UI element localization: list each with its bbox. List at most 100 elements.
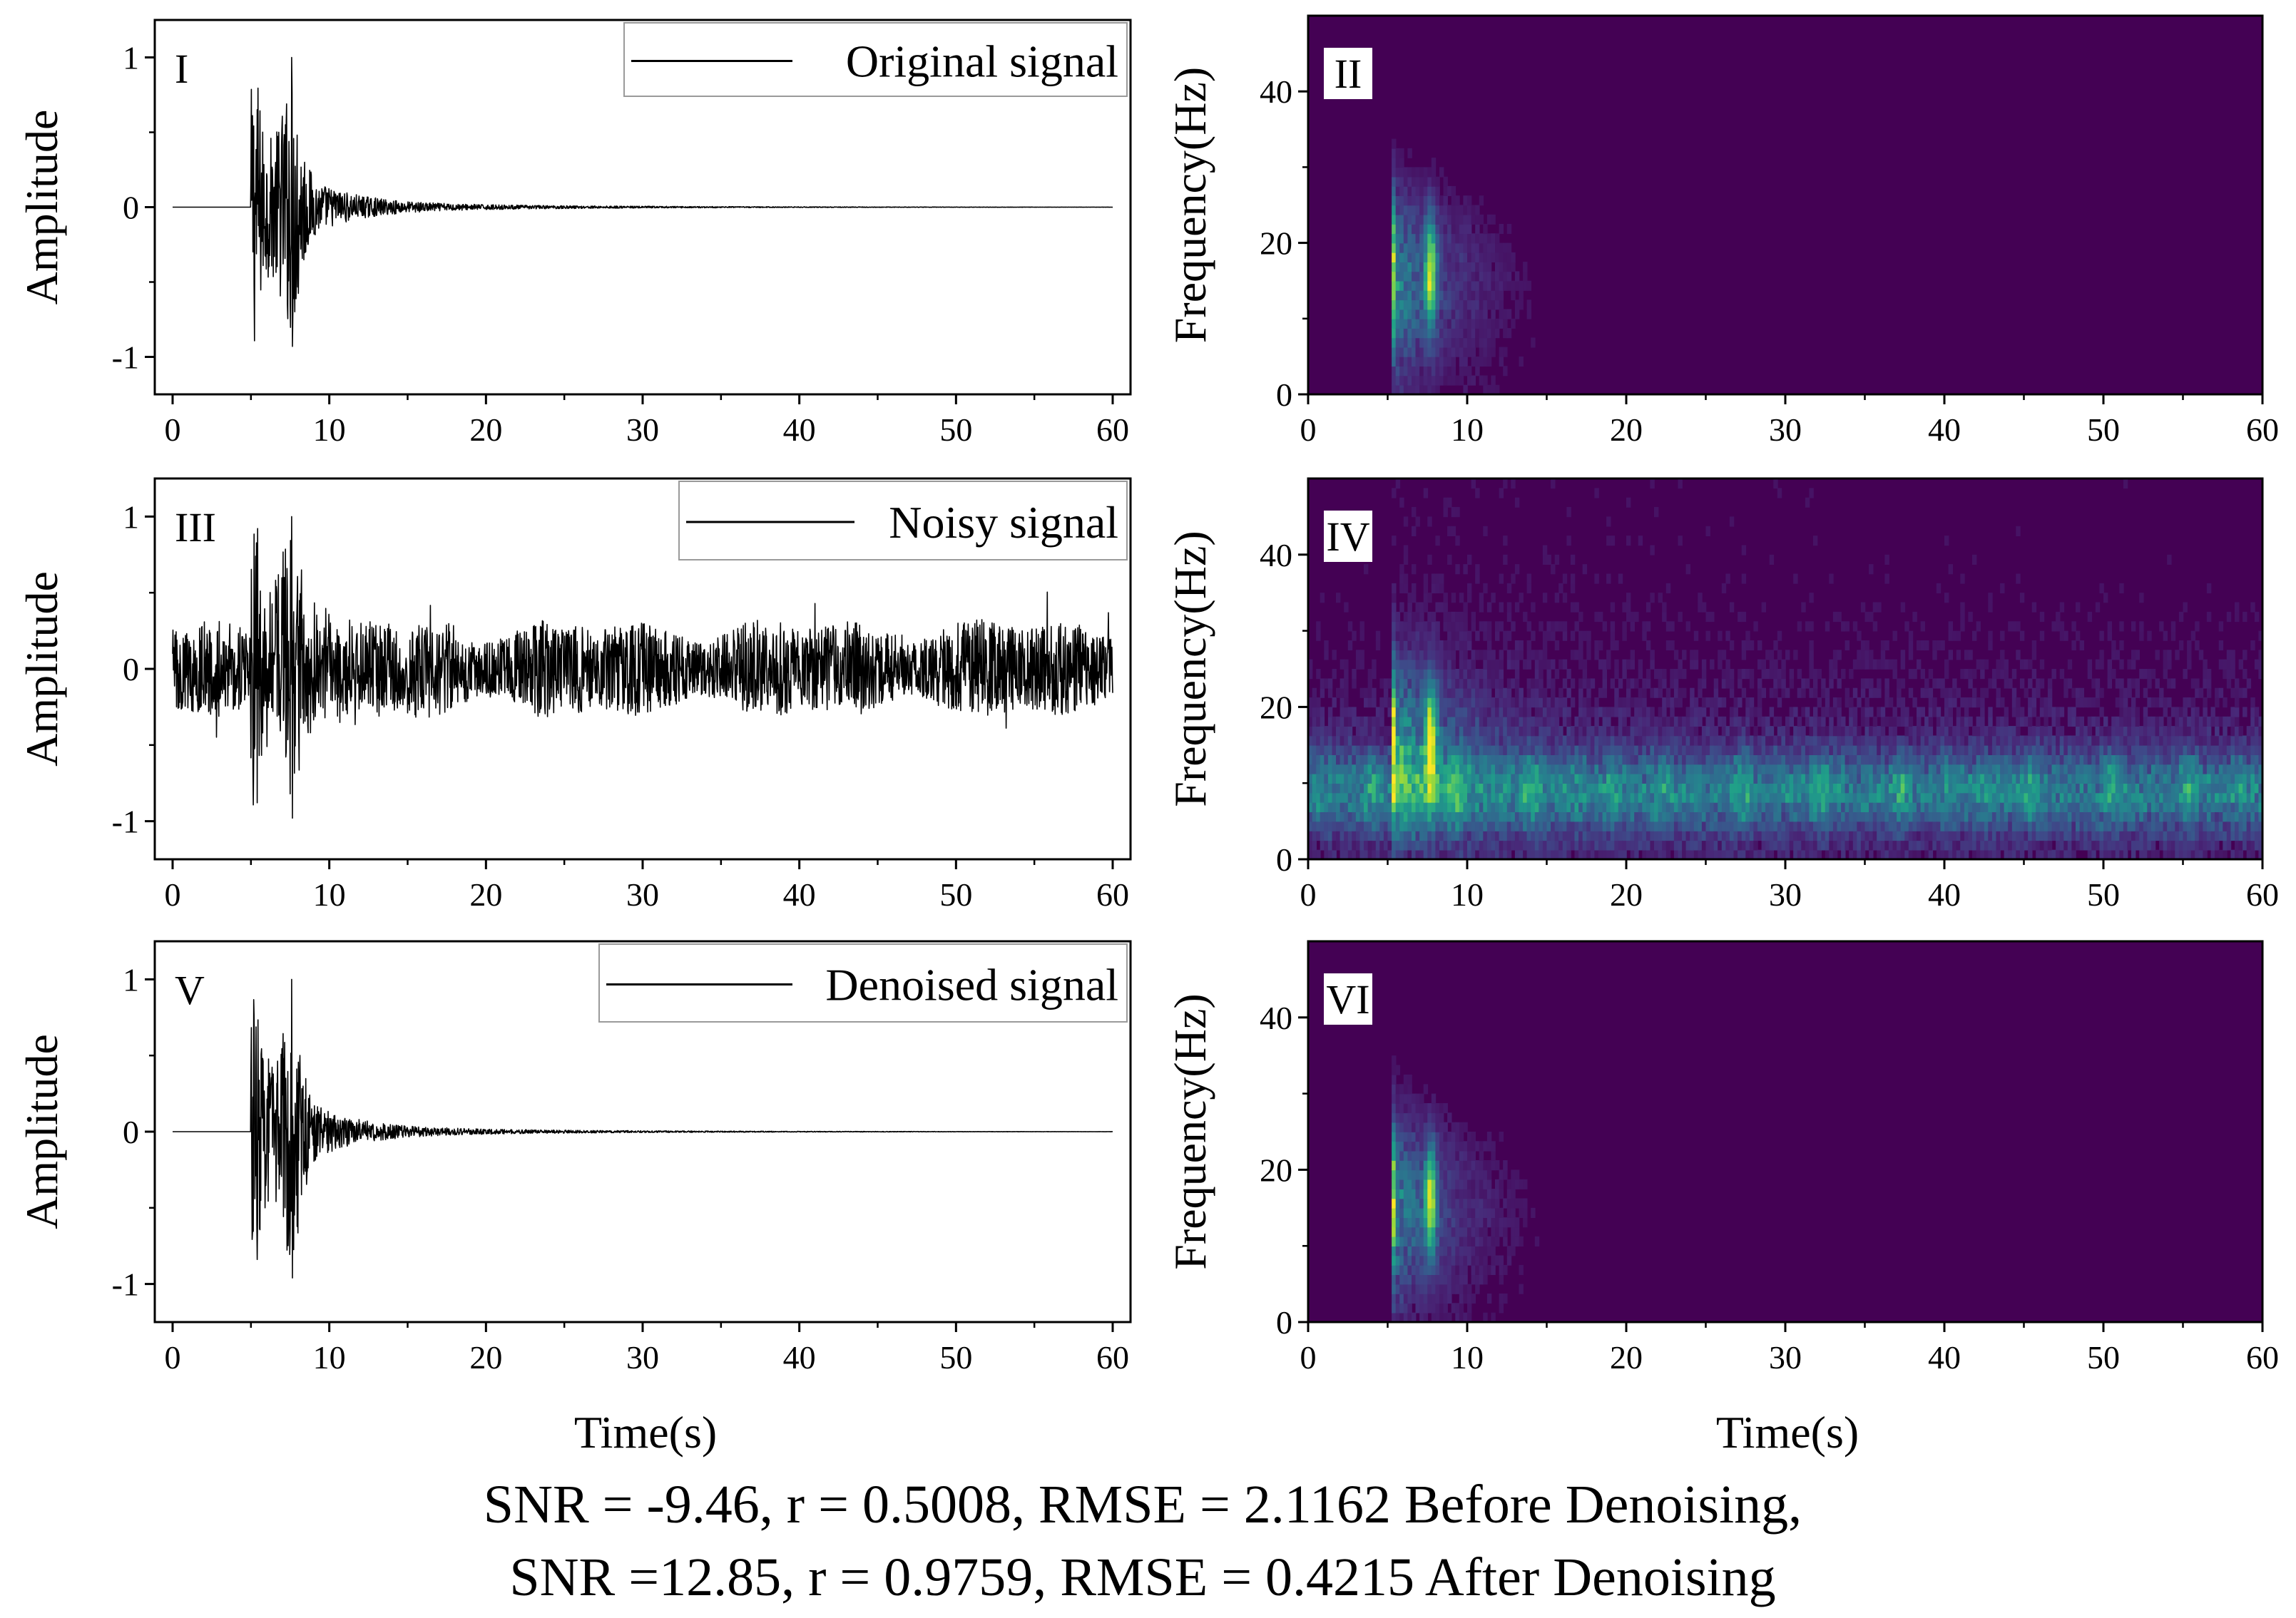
spectrogram-cell-IV	[1340, 773, 1345, 784]
spectrogram-cell-IV	[1582, 792, 1588, 803]
spectrogram-cell-IV	[1880, 783, 1886, 794]
spectrogram-cell-IV	[1570, 840, 1576, 851]
spectrogram-cell-IV	[1340, 678, 1345, 689]
spectrogram-cell-IV	[2123, 754, 2128, 765]
spectrogram-cell-IV	[1781, 811, 1786, 822]
spectrogram-cell-IV	[1506, 831, 1512, 841]
spectrogram-cell-II	[1447, 214, 1452, 225]
spectrogram-cell-IV	[1586, 802, 1591, 812]
spectrogram-cell-IV	[1403, 773, 1409, 784]
spectrogram-cell-IV	[1435, 697, 1440, 708]
spectrogram-cell-IV	[1590, 811, 1596, 822]
spectrogram-cell-II	[1435, 224, 1440, 235]
spectrogram-cell-II	[1451, 185, 1456, 196]
spectrogram-cell-IV	[1526, 697, 1531, 708]
spectrogram-cell-IV	[1638, 744, 1643, 755]
spectrogram-cell-IV	[1682, 754, 1687, 765]
spectrogram-cell-IV	[1765, 726, 1770, 737]
spectrogram-cell-IV	[1940, 849, 1945, 860]
spectrogram-cell-IV	[1665, 744, 1671, 755]
spectrogram-cell-IV	[1435, 840, 1440, 851]
spectrogram-cell-IV	[1320, 840, 1325, 851]
spectrogram-cell-IV	[1976, 840, 1981, 851]
spectrogram-cell-IV	[2024, 811, 2029, 822]
spectrogram-cell-IV	[1769, 764, 1775, 774]
spectrogram-cell-IV	[1690, 744, 1695, 755]
spectrogram-cell-II	[1395, 158, 1401, 168]
spectrogram-cell-IV	[1423, 754, 1429, 765]
spectrogram-cell-IV	[1531, 840, 1536, 851]
spectrogram-cell-IV	[1570, 831, 1576, 841]
spectrogram-cell-IV	[1646, 764, 1651, 774]
spectrogram-cell-IV	[1427, 640, 1432, 651]
spectrogram-cell-II	[1392, 233, 1397, 244]
spectrogram-cell-IV	[1554, 783, 1560, 794]
spectrogram-cell-IV	[1546, 764, 1551, 774]
spectrogram-cell-IV	[1471, 764, 1476, 774]
spectrogram-cell-IV	[2024, 792, 2029, 803]
spectrogram-cell-IV	[1443, 650, 1448, 660]
spectrogram-cell-IV	[1825, 744, 1830, 755]
spectrogram-cell-IV	[1566, 536, 1571, 546]
spectrogram-cell-IV	[1514, 659, 1520, 670]
spectrogram-cell-IV	[2111, 735, 2116, 746]
spectrogram-cell-II	[1407, 356, 1412, 367]
spectrogram-cell-IV	[2095, 811, 2101, 822]
spectrogram-cell-II	[1435, 309, 1440, 319]
spectrogram-cell-IV	[1710, 849, 1715, 860]
spectrogram-cell-II	[1415, 290, 1420, 301]
spectrogram-cell-IV	[1785, 716, 1790, 727]
spectrogram-cell-IV	[1988, 802, 1993, 812]
spectrogram-cell-IV	[1375, 792, 1381, 803]
spectrogram-cell-IV	[1658, 707, 1663, 717]
spectrogram-cell-IV	[1900, 744, 1906, 755]
spectrogram-cell-IV	[1741, 716, 1747, 727]
spectrogram-cell-IV	[1821, 811, 1826, 822]
spectrogram-cell-II	[1415, 252, 1420, 262]
spectrogram-cell-IV	[1403, 583, 1409, 594]
spectrogram-cell-IV	[2044, 764, 2048, 774]
spectrogram-cell-IV	[1757, 744, 1762, 755]
spectrogram-cell-II	[1467, 280, 1472, 291]
spectrogram-cell-IV	[2087, 783, 2093, 794]
spectrogram-cell-IV	[1944, 773, 1949, 784]
spectrogram-cell-IV	[1486, 650, 1492, 660]
spectrogram-cell-IV	[1725, 726, 1730, 737]
spectrogram-cell-IV	[2095, 764, 2101, 774]
spectrogram-cell-IV	[1991, 735, 1997, 746]
spectrogram-cell-IV	[1431, 687, 1437, 698]
spectrogram-cell-IV	[1367, 726, 1372, 737]
spectrogram-cell-II	[1427, 299, 1432, 310]
spectrogram-cell-IV	[1705, 611, 1710, 623]
spectrogram-cell-IV	[1673, 821, 1679, 831]
spectrogram-cell-IV	[2016, 621, 2021, 632]
spectrogram-cell-IV	[1821, 821, 1826, 831]
spectrogram-cell-IV	[1379, 821, 1384, 831]
spectrogram-cell-IV	[1459, 754, 1464, 765]
spectrogram-cell-IV	[1725, 849, 1730, 860]
spectrogram-cell-IV	[1829, 849, 1834, 860]
spectrogram-cell-IV	[1534, 849, 1540, 860]
spectrogram-cell-IV	[1658, 821, 1663, 831]
spectrogram-cell-IV	[1459, 726, 1464, 737]
spectrogram-cell-IV	[1610, 678, 1616, 689]
spectrogram-cell-IV	[1503, 764, 1508, 774]
spectrogram-cell-IV	[1479, 792, 1484, 803]
spectrogram-cell-IV	[1829, 773, 1834, 784]
spectrogram-cell-IV	[1729, 602, 1735, 613]
spectrogram-cell-IV	[2095, 726, 2101, 737]
spectrogram-cell-IV	[1415, 754, 1420, 765]
spectrogram-cell-IV	[1630, 650, 1635, 660]
spectrogram-cell-IV	[1745, 697, 1750, 708]
spectrogram-cell-IV	[1654, 773, 1659, 784]
spectrogram-cell-IV	[1658, 831, 1663, 841]
spectrogram-cell-IV	[1944, 735, 1949, 746]
spectrogram-cell-IV	[1412, 564, 1417, 575]
spectrogram-cell-IV	[2044, 697, 2048, 708]
spectrogram-cell-IV	[1860, 792, 1866, 803]
spectrogram-cell-IV	[1904, 764, 1909, 774]
spectrogram-cell-IV	[1312, 773, 1317, 784]
spectrogram-cell-IV	[1917, 840, 1922, 851]
spectrogram-cell-IV	[1980, 831, 1985, 841]
spectrogram-cell-IV	[1813, 744, 1818, 755]
